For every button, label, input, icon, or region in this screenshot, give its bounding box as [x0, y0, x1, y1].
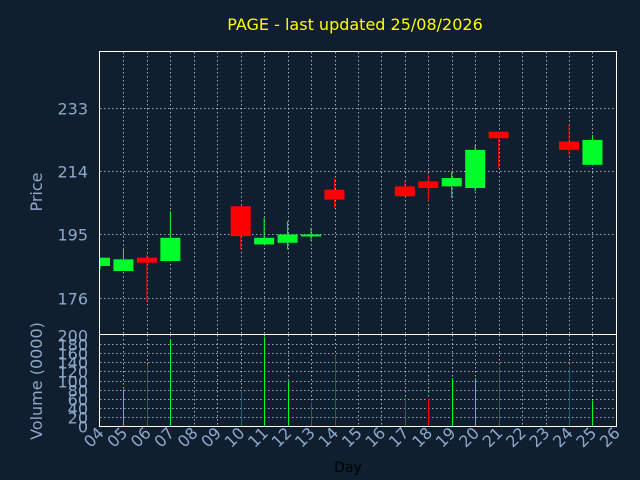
candle-body — [100, 257, 110, 266]
price-grid — [100, 52, 616, 334]
price-y-label: Price — [27, 172, 46, 211]
price-y-ticks: 176 195 214 233 — [57, 100, 88, 309]
chart-title: PAGE - last updated 25/08/2026 — [227, 15, 483, 34]
volume-y-tick-label: 120 — [57, 363, 88, 382]
candle-body — [465, 149, 486, 189]
volume-x-label: Day — [334, 460, 362, 476]
candle-body — [441, 178, 462, 187]
candle-body — [277, 234, 298, 243]
volume-y-tick-label: 0 — [78, 418, 88, 437]
volume-y-tick-label: 140 — [57, 354, 88, 373]
candle-body — [301, 234, 322, 237]
price-frame — [99, 51, 617, 335]
candle-body — [488, 131, 509, 139]
volume-y-tick-label: 60 — [68, 391, 88, 410]
volume-frame — [99, 334, 617, 427]
price-candles — [99, 124, 603, 303]
price-y-tick-label: 214 — [57, 163, 88, 182]
volume-y-tick-label: 160 — [57, 345, 88, 364]
candle-body — [559, 141, 579, 150]
price-y-tick-label: 233 — [57, 100, 88, 119]
price-y-tick-label: 195 — [57, 226, 88, 245]
candle-body — [230, 206, 251, 237]
volume-x-ticks: 0405060708091011121314151617181920212223… — [80, 423, 624, 451]
price-y-tick-label: 176 — [57, 290, 88, 309]
volume-y-tick-label: 40 — [68, 400, 88, 419]
candle-body — [418, 181, 439, 189]
candle-body — [394, 186, 415, 197]
volume-grid — [100, 335, 616, 426]
candle-body — [324, 189, 345, 200]
volume-bars — [123, 337, 593, 426]
candle-body — [254, 237, 275, 245]
volume-y-tick-label: 100 — [57, 373, 88, 392]
volume-y-tick-label: 200 — [57, 327, 88, 346]
volume-y-label: Volume (0000) — [27, 322, 46, 440]
candle-body — [582, 139, 603, 165]
candle-body — [136, 257, 157, 263]
volume-y-tick-label: 20 — [68, 409, 88, 428]
candle-body — [113, 259, 134, 271]
volume-y-tick-label: 80 — [68, 382, 88, 401]
volume-y-tick-label: 180 — [57, 336, 88, 355]
price-panel: 176 195 214 233 Price — [27, 51, 617, 335]
candle-body — [160, 237, 181, 262]
x-tick-label: 26 — [596, 423, 624, 451]
